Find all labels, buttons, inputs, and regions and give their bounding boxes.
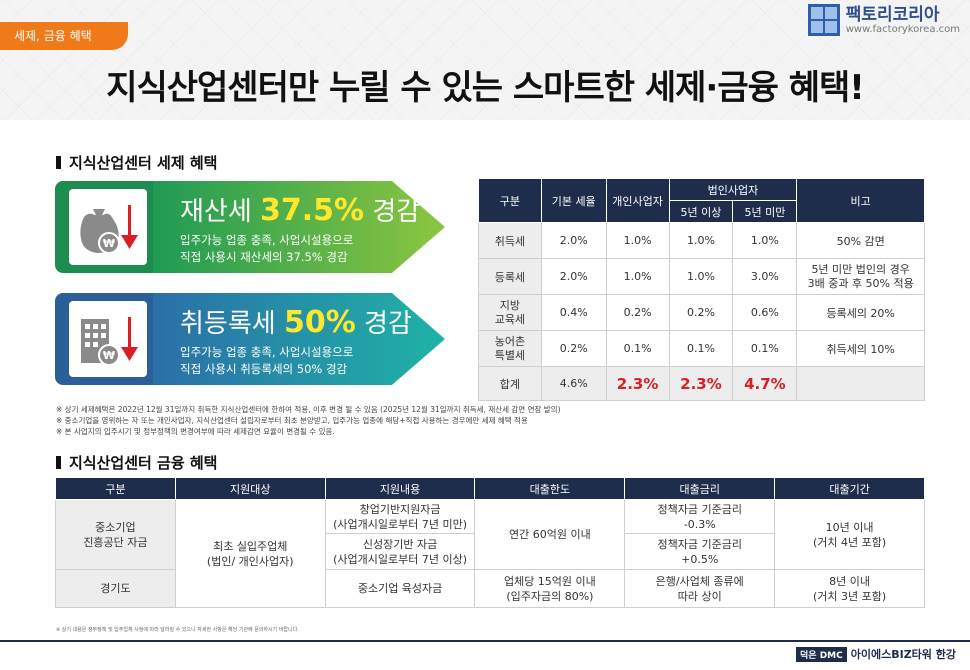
table-row: 중소기업 진흥공단 자금 최초 실입주업체 (법인/ 개인사업자) 창업기반지원… [55,499,925,608]
tax-benefit-table: 구분 기본 세율 개인사업자 법인사업자 비고 5년 이상 5년 미만 취득세 … [478,178,925,401]
banner-arrow [150,181,445,273]
banner-headline: 취등록세 50% 경감 [180,305,412,340]
page-title: 지식산업센터만 누릴 수 있는 스마트한 세제·금융 혜택! [106,68,865,108]
banner-icon-box: ₩ [55,293,153,385]
banner-arrow [150,293,445,385]
header-note: 비고 [796,178,925,223]
factorykorea-logo-icon [807,4,840,36]
footer-name: 아이에스BIZ타워 한강 [850,648,956,661]
category-tag: 세제, 금융 혜택 [0,22,128,50]
table-row: 지방 교육세 0.4% 0.2% 0.2% 0.6% 등록세의 20% [478,294,925,331]
footer-divider [0,640,970,642]
footer-badge: 덕은 DMC [796,646,847,662]
brand[interactable]: 팩토리코리아 www.factorykorea.com [807,4,960,36]
svg-text:₩: ₩ [103,349,115,362]
table-row: 취득세 2.0% 1.0% 1.0% 1.0% 50% 감면 [478,222,925,259]
brand-url: www.factorykorea.com [845,23,960,35]
footer-note: ※ 상기 내용은 정부정책 및 입주업체 사정에 따라 달라질 수 있으니 자세… [56,627,299,633]
banner-description: 입주가능 업종 충족, 사업시설용으로 직접 사용시 취등록세의 50% 경감 [180,345,354,376]
money-bag-won-icon: ₩ [80,205,138,254]
banner-percent: 50% [283,305,356,340]
acquisition-tax-banner: ₩ 취등록세 50% 경감 입주가능 업종 충족, 사업시설용으로 직접 사용시… [55,293,445,385]
table-total-row: 합계 4.6% 2.3% 2.3% 4.7% [478,366,925,401]
banner-percent: 37.5% [260,193,365,228]
footer-logo: 덕은 DMC 아이에스BIZ타워 한강 [796,646,956,662]
header-under5: 5년 미만 [732,200,798,223]
table-row: 경기도 중소기업 육성자금 업체당 15억원 이내 (입주자금의 80%) 은행… [55,569,925,608]
tax-section-title: 지식산업센터 세제 혜택 [56,152,217,173]
property-tax-banner: ₩ 재산세 37.5% 경감 입주가능 업종 충족, 사업시설용으로 직접 사용… [55,181,445,273]
tax-notes: ※ 상기 세제혜택은 2022년 12월 31일까지 취득한 지식산업센터에 한… [56,405,561,436]
banner-headline: 재산세 37.5% 경감 [180,193,421,228]
building-won-icon: ₩ [81,317,138,366]
svg-text:₩: ₩ [103,237,115,250]
header-base-rate: 기본 세율 [540,178,607,223]
table-row: 등록세 2.0% 1.0% 1.0% 3.0% 5년 미만 법인의 경우 3배 … [478,258,925,295]
header-over5: 5년 이상 [668,200,734,223]
header-category: 구분 [478,178,542,223]
banner-icon-box: ₩ [55,181,153,273]
finance-benefit-table: 구분 지원대상 지원내용 대출한도 대출금리 대출기간 중소기업 진흥공단 자금… [55,477,925,608]
header-corporate: 법인사업자 [668,178,798,201]
finance-section-title: 지식산업센터 금융 혜택 [56,452,217,473]
brand-name: 팩토리코리아 [845,4,940,25]
banner-description: 입주가능 업종 충족, 사업시설용으로 직접 사용시 재산세의 37.5% 경감 [180,233,354,264]
header-individual: 개인사업자 [605,178,670,223]
table-row: 농어촌 특별세 0.2% 0.1% 0.1% 0.1% 취득세의 10% [478,330,925,367]
